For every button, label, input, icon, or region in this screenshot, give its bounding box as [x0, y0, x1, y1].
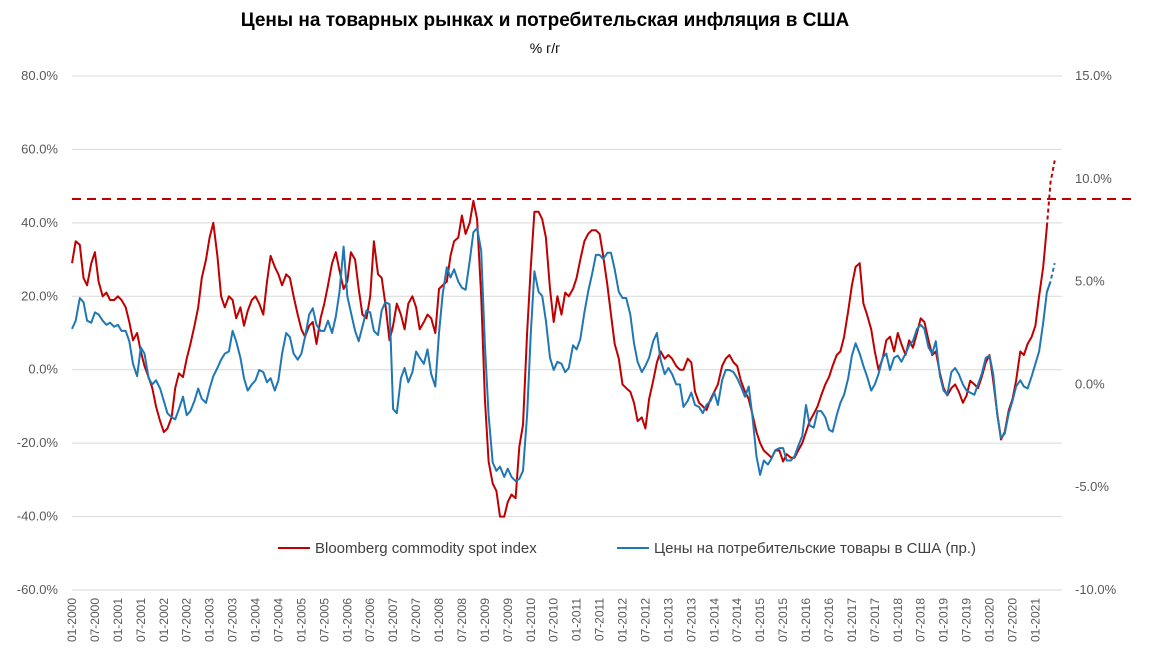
x-tick-label: 07-2017 — [868, 598, 882, 642]
y-axis-right: 15.0% 10.0% 5.0% 0.0% -5.0% -10.0% — [1075, 68, 1117, 597]
y-left-tick-label: -60.0% — [17, 582, 59, 597]
x-axis: 01-2000 07-2000 01-2001 07-2001 01-2002 07-20… — [65, 598, 1042, 642]
y-left-tick-label: -20.0% — [17, 435, 59, 450]
y-left-tick-label: 40.0% — [21, 215, 58, 230]
x-tick-label: 01-2013 — [661, 598, 675, 642]
consumer-prices-line — [71, 227, 1052, 482]
x-tick-label: 01-2015 — [753, 598, 767, 642]
x-tick-label: 01-2011 — [570, 598, 584, 641]
x-tick-label: 01-2012 — [616, 598, 630, 642]
chart-title: Цены на товарных рынках и потребительска… — [240, 10, 850, 31]
y-left-tick-label: 80.0% — [21, 68, 58, 83]
y-axis-left: 80.0% 60.0% 40.0% 20.0% 0.0% -20.0% -40.0% -60.… — [17, 68, 59, 597]
x-tick-label: 07-2007 — [409, 598, 423, 642]
legend: Bloomberg commodity spot index Цены на по… — [278, 540, 976, 557]
x-tick-label: 01-2010 — [524, 598, 538, 642]
series-group — [71, 160, 1056, 518]
y-right-tick-label: -5.0% — [1075, 479, 1109, 494]
x-tick-label: 01-2009 — [478, 598, 492, 642]
y-right-tick-label: -10.0% — [1075, 582, 1117, 597]
x-tick-label: 01-2000 — [65, 598, 79, 642]
commodity-index-line — [71, 199, 1048, 518]
y-left-tick-label: 0.0% — [28, 362, 58, 377]
x-tick-label: 01-2001 — [111, 598, 125, 642]
chart-subtitle: % г/г — [529, 40, 561, 56]
x-tick-label: 07-2015 — [776, 598, 790, 642]
x-tick-label: 07-2014 — [730, 598, 744, 642]
y-right-tick-label: 5.0% — [1075, 274, 1105, 289]
x-tick-label: 01-2018 — [891, 598, 905, 642]
x-tick-label: 07-2002 — [180, 598, 194, 642]
x-tick-label: 01-2016 — [799, 598, 813, 642]
x-tick-label: 01-2003 — [203, 598, 217, 642]
legend-label-commodity: Bloomberg commodity spot index — [315, 540, 537, 557]
x-tick-label: 07-2006 — [363, 598, 377, 642]
x-tick-label: 07-2016 — [822, 598, 836, 642]
x-tick-label: 01-2019 — [937, 598, 951, 642]
x-tick-label: 07-2020 — [1005, 598, 1019, 642]
y-right-tick-label: 0.0% — [1075, 376, 1105, 391]
x-tick-label: 07-2012 — [638, 598, 652, 642]
x-tick-label: 07-2013 — [684, 598, 698, 642]
x-tick-label: 07-2004 — [271, 598, 285, 642]
x-tick-label: 01-2005 — [294, 598, 308, 642]
x-tick-label: 07-2011 — [593, 598, 607, 641]
gridlines — [72, 75, 1062, 591]
y-right-tick-label: 10.0% — [1075, 171, 1112, 186]
commodity-index-dashed-tail — [1045, 160, 1056, 227]
x-tick-label: 07-2008 — [455, 598, 469, 642]
x-tick-label: 01-2004 — [249, 598, 263, 642]
legend-label-consumer: Цены на потребительские товары в США (пр… — [654, 540, 976, 557]
y-left-tick-label: -40.0% — [17, 509, 59, 524]
x-tick-label: 01-2014 — [707, 598, 721, 642]
x-tick-label: 07-2018 — [914, 598, 928, 642]
consumer-prices-dashed-tail — [1045, 262, 1056, 293]
y-left-tick-label: 20.0% — [21, 288, 58, 303]
x-tick-label: 01-2002 — [157, 598, 171, 642]
x-tick-label: 07-2000 — [88, 598, 102, 642]
x-tick-label: 01-2008 — [432, 598, 446, 642]
x-tick-label: 01-2007 — [386, 598, 400, 642]
x-tick-label: 07-2010 — [547, 598, 561, 642]
x-tick-label: 07-2009 — [501, 598, 515, 642]
x-tick-label: 01-2006 — [340, 598, 354, 642]
x-tick-label: 01-2021 — [1028, 598, 1042, 642]
x-tick-label: 01-2017 — [845, 598, 859, 642]
y-right-tick-label: 15.0% — [1075, 68, 1112, 83]
x-tick-label: 07-2001 — [134, 598, 148, 642]
x-tick-label: 07-2005 — [317, 598, 331, 642]
x-tick-label: 07-2019 — [960, 598, 974, 642]
x-tick-label: 07-2003 — [226, 598, 240, 642]
x-tick-label: 01-2020 — [983, 598, 997, 642]
y-left-tick-label: 60.0% — [21, 141, 58, 156]
